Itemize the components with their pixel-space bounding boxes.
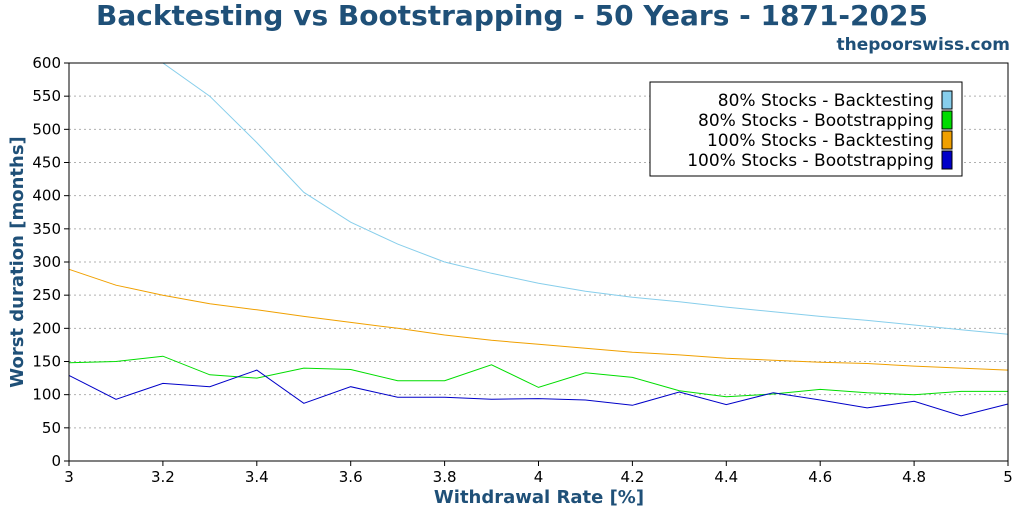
legend-label: 80% Stocks - Backtesting — [718, 91, 934, 111]
x-tick-label: 3.4 — [245, 468, 269, 486]
y-tick-label: 550 — [32, 87, 61, 105]
legend-label: 80% Stocks - Bootstrapping — [698, 111, 934, 131]
legend-swatch — [941, 130, 953, 150]
y-tick-label: 0 — [51, 452, 61, 470]
y-tick-label: 400 — [32, 187, 61, 205]
y-tick-label: 600 — [32, 54, 61, 72]
y-tick-label: 150 — [32, 353, 61, 371]
x-tick-label: 3.2 — [151, 468, 175, 486]
x-tick-label: 3.6 — [339, 468, 363, 486]
y-tick-label: 350 — [32, 220, 61, 238]
series-line-80-stocks-backtesting — [69, 62, 1009, 335]
y-tick-label: 250 — [32, 286, 61, 304]
series-lines — [68, 62, 1009, 417]
y-tick-label: 500 — [32, 120, 61, 138]
y-tick-label: 300 — [32, 253, 61, 271]
x-tick-label: 4.8 — [902, 468, 926, 486]
y-tick-label: 200 — [32, 319, 61, 337]
x-tick-label: 5 — [1003, 468, 1013, 486]
x-tick-label: 4.6 — [808, 468, 832, 486]
y-tick-label: 50 — [42, 419, 61, 437]
series-line-100-stocks-bootstrapping — [68, 369, 1009, 417]
legend-swatch — [941, 90, 953, 110]
grid — [69, 95, 1008, 429]
chart-title: Backtesting vs Bootstrapping - 50 Years … — [96, 0, 928, 32]
x-tick-label: 4 — [534, 468, 544, 486]
legend-swatch — [941, 150, 953, 170]
axes: 0 50 100 150 200 250 300 350 400 450 500 550 600 3 3.2… — [32, 54, 1012, 486]
site-label: thepoorswiss.com — [836, 35, 1011, 55]
legend-label: 100% Stocks - Bootstrapping — [687, 151, 934, 171]
y-tick-label: 100 — [32, 386, 61, 404]
x-axis-title: Withdrawal Rate [%] — [434, 487, 644, 508]
x-tick-label: 3.8 — [433, 468, 457, 486]
series-line-80-stocks-bootstrapping — [68, 355, 1008, 398]
x-tick-label: 4.2 — [620, 468, 644, 486]
series-line-100-stocks-backtesting — [68, 268, 1009, 371]
legend-label: 100% Stocks - Backtesting — [707, 131, 934, 151]
legend-box — [649, 81, 963, 177]
x-tick-label: 4.4 — [714, 468, 738, 486]
y-axis-title: Worst duration [months] — [7, 136, 28, 388]
y-tick-label: 450 — [32, 154, 61, 172]
x-tick-label: 3 — [64, 468, 74, 486]
legend-swatch — [941, 110, 953, 130]
